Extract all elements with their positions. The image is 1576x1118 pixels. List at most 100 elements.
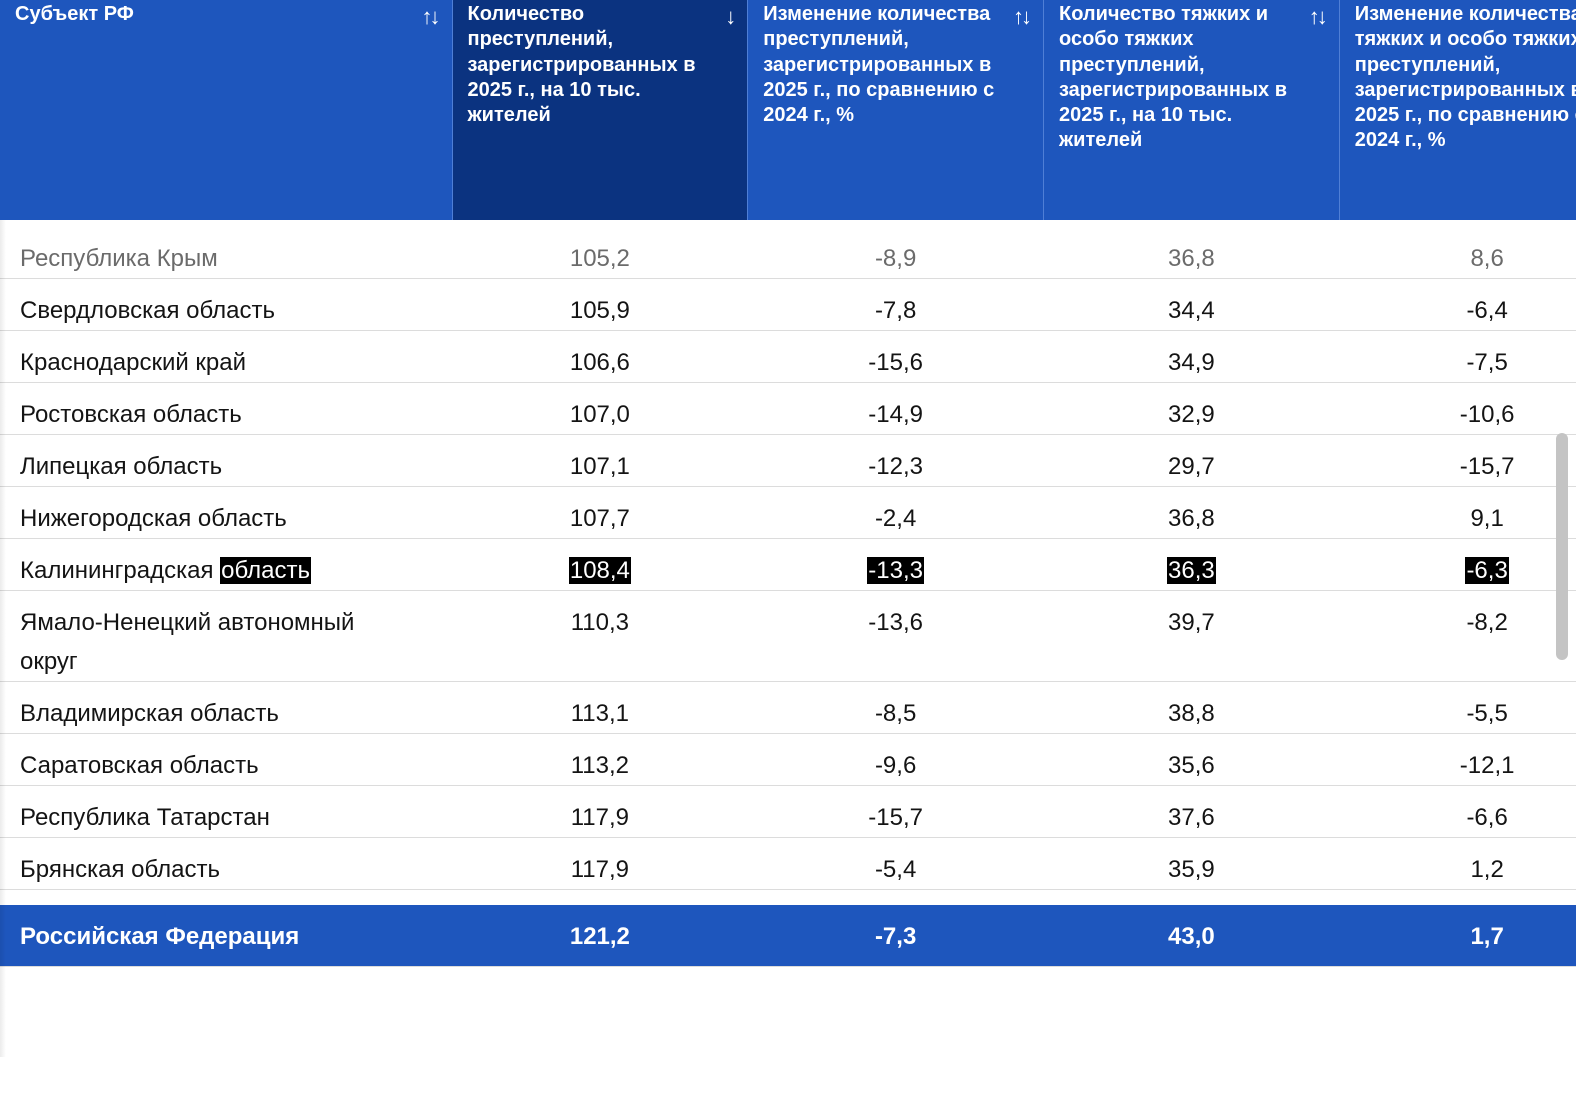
region-cell: Республика Крым (0, 220, 452, 279)
value-cell: 36,3 (1043, 538, 1340, 591)
table-row: Брянская область 117,9 -5,4 35,9 1,2 (0, 837, 1576, 890)
column-label: Количество преступлений, зарегистрирован… (467, 3, 696, 127)
total-value: -7,3 (747, 905, 1044, 967)
value-cell: 36,8 (1043, 486, 1340, 539)
column-label: Количество тяжких и особо тяжких преступ… (1059, 3, 1287, 152)
value-cell: 107,0 (452, 382, 748, 435)
column-header[interactable]: Субъект РФ ↑↓ (0, 0, 452, 220)
selection: 36,3 (1167, 557, 1216, 584)
sort-icon[interactable]: ↑↓ (1308, 4, 1328, 29)
spacer (0, 890, 1576, 906)
region-cell: Ямало-Ненецкий автономный округ (0, 590, 452, 682)
sort-icon[interactable]: ↑↓ (421, 4, 441, 29)
value-cell: 32,9 (1043, 382, 1340, 435)
selection: 108,4 (568, 557, 631, 584)
selection: -6,3 (1465, 557, 1509, 584)
value-cell: -14,9 (747, 382, 1044, 435)
value-cell: -8,2 (1339, 590, 1576, 682)
column-label: Субъект РФ (15, 3, 134, 25)
value-cell: -12,1 (1339, 733, 1576, 786)
column-header[interactable]: Изменение количества преступлений, зарег… (747, 0, 1044, 220)
column-label: Изменение количества тяжких и особо тяжк… (1354, 3, 1576, 152)
total-value: 43,0 (1043, 905, 1340, 967)
total-label: Российская Федерация (0, 905, 452, 967)
header-row: Субъект РФ ↑↓ Количество преступлений, зар… (0, 0, 1576, 220)
table-row: Нижегородская область 107,7 -2,4 36,8 9,1 (0, 486, 1576, 539)
region-cell: Нижегородская область (0, 486, 452, 539)
value-cell: -5,4 (747, 837, 1044, 890)
region-cell: Саратовская область (0, 733, 452, 786)
table-footer: Российская Федерация 121,2 -7,3 43,0 1,7 (0, 890, 1576, 967)
selection: -13,3 (867, 557, 924, 584)
value-cell: 107,1 (452, 434, 748, 487)
value-cell: -6,6 (1339, 785, 1576, 838)
value-cell: 9,1 (1339, 486, 1576, 539)
value-cell: 117,9 (452, 785, 748, 838)
value-cell: -2,4 (747, 486, 1044, 539)
value-cell: -15,7 (1339, 434, 1576, 487)
table-row: Краснодарский край 106,6 -15,6 34,9 -7,5 (0, 330, 1576, 383)
region-cell: Республика Татарстан (0, 785, 452, 838)
table-row: Свердловская область 105,9 -7,8 34,4 -6,4 (0, 278, 1576, 331)
value-cell: 35,9 (1043, 837, 1340, 890)
region-cell: Липецкая область (0, 434, 452, 487)
value-cell: -9,6 (747, 733, 1044, 786)
value-cell: -13,3 (747, 538, 1044, 591)
value-cell: 29,7 (1043, 434, 1340, 487)
region-cell: Краснодарский край (0, 330, 452, 383)
table-row: Республика Татарстан 117,9 -15,7 37,6 -6,6 (0, 785, 1576, 838)
value-cell: -15,6 (747, 330, 1044, 383)
table-body: Республика Крым 105,2 -8,9 36,8 8,6 Свердловс… (0, 220, 1576, 890)
value-cell: 105,9 (452, 278, 748, 331)
total-value: 121,2 (452, 905, 748, 967)
value-cell: 107,7 (452, 486, 748, 539)
value-cell: 35,6 (1043, 733, 1340, 786)
table-wrap: Субъект РФ ↑↓ Количество преступлений, зар… (0, 0, 1576, 967)
value-cell: -8,9 (747, 220, 1044, 279)
table-row: Владимирская область 113,1 -8,5 38,8 -5,5 (0, 681, 1576, 734)
sort-icon[interactable]: ↑↓ (1013, 4, 1032, 29)
value-cell: 8,6 (1339, 220, 1576, 279)
sort-icon[interactable]: ↓ (725, 4, 736, 29)
value-cell: 34,4 (1043, 278, 1340, 331)
value-cell: -10,6 (1339, 382, 1576, 435)
value-cell: 34,9 (1043, 330, 1340, 383)
region-cell: Ростовская область (0, 382, 452, 435)
value-cell: 39,7 (1043, 590, 1340, 682)
table-row: Ростовская область 107,0 -14,9 32,9 -10,6 (0, 382, 1576, 435)
value-cell: 108,4 (452, 538, 748, 591)
value-cell: 38,8 (1043, 681, 1340, 734)
selection: область (220, 557, 312, 584)
value-cell: 36,8 (1043, 220, 1340, 279)
value-cell: 105,2 (452, 220, 748, 279)
scrollbar[interactable] (1556, 433, 1568, 660)
value-cell: -15,7 (747, 785, 1044, 838)
table-row: Ямало-Ненецкий автономный округ 110,3 -13,… (0, 590, 1576, 682)
value-cell: -5,5 (1339, 681, 1576, 734)
value-cell: 113,2 (452, 733, 748, 786)
value-cell: 110,3 (452, 590, 748, 682)
edge-shadow (0, 220, 6, 1057)
table-row: Калининградская область 108,4 -13,3 36,3 -6,… (0, 538, 1576, 591)
value-cell: -6,4 (1339, 278, 1576, 331)
region-cell: Брянская область (0, 837, 452, 890)
total-value: 1,7 (1339, 905, 1576, 967)
column-header[interactable]: Количество тяжких и особо тяжких преступ… (1043, 0, 1340, 220)
table-row: Саратовская область 113,2 -9,6 35,6 -12,1 (0, 733, 1576, 786)
value-cell: -12,3 (747, 434, 1044, 487)
value-cell: 117,9 (452, 837, 748, 890)
column-header[interactable]: Изменение количества тяжких и особо тяжк… (1338, 0, 1576, 220)
value-cell: -6,3 (1339, 538, 1576, 591)
column-header[interactable]: Количество преступлений, зарегистрирован… (451, 0, 748, 220)
value-cell: -7,8 (747, 278, 1044, 331)
value-cell: 37,6 (1043, 785, 1340, 838)
footer-row: Российская Федерация 121,2 -7,3 43,0 1,7 (0, 905, 1576, 967)
value-cell: 113,1 (452, 681, 748, 734)
table-row: Липецкая область 107,1 -12,3 29,7 -15,7 (0, 434, 1576, 487)
value-cell: -8,5 (747, 681, 1044, 734)
table-row: Республика Крым 105,2 -8,9 36,8 8,6 (0, 220, 1576, 279)
value-cell: -7,5 (1339, 330, 1576, 383)
value-cell: 106,6 (452, 330, 748, 383)
value-cell: -13,6 (747, 590, 1044, 682)
